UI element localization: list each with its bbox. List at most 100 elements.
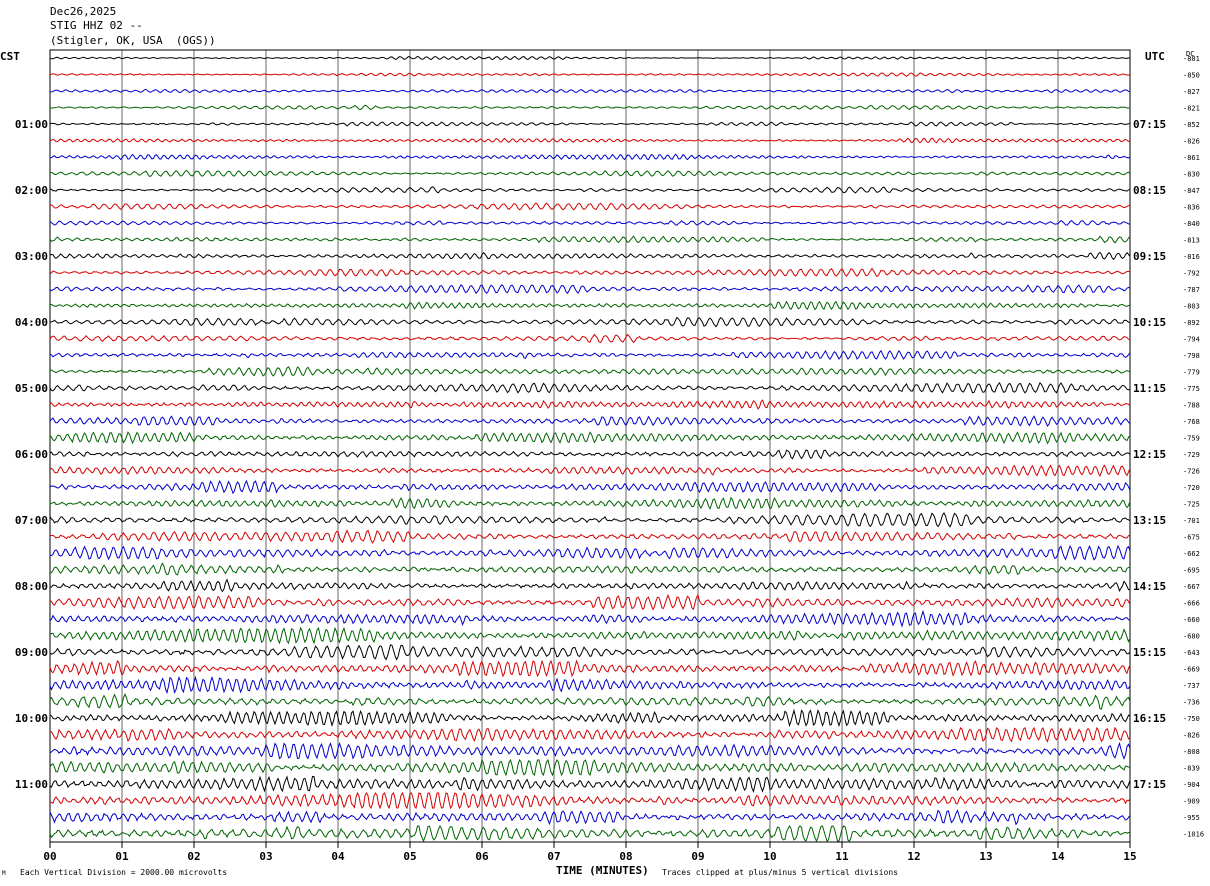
time-label-right: 10:15 <box>1133 316 1166 329</box>
time-label-left: 08:00 <box>15 580 48 593</box>
time-label-left: 01:00 <box>15 118 48 131</box>
vertical-division-note: Each Vertical Division = 2000.00 microvo… <box>20 868 228 877</box>
corner-mark: M <box>2 870 6 877</box>
dc-offset-label: -737 <box>1183 682 1200 690</box>
trace-row-7 <box>49 169 1131 178</box>
dc-offset-label: -850 <box>1183 72 1200 80</box>
dc-offset-label: -775 <box>1183 385 1200 393</box>
x-tick-label-06: 06 <box>475 850 489 863</box>
dc-offset-label: -803 <box>1183 303 1200 311</box>
x-tick-label-04: 04 <box>331 850 345 863</box>
trace-row-13 <box>49 267 1131 277</box>
dc-offset-label: -816 <box>1183 253 1200 261</box>
trace-row-36 <box>49 644 1131 661</box>
trace-row-23 <box>49 431 1131 445</box>
dc-offset-label: -729 <box>1183 451 1200 459</box>
dc-offset-label: -821 <box>1183 105 1200 113</box>
x-tick-label-08: 08 <box>619 850 632 863</box>
trace-row-31 <box>49 562 1131 576</box>
x-tick-label-01: 01 <box>115 850 129 863</box>
dc-offset-label: -826 <box>1183 138 1200 146</box>
trace-row-17 <box>49 333 1131 344</box>
dc-offset-label: -904 <box>1183 781 1200 789</box>
dc-offset-label: -852 <box>1183 121 1200 129</box>
trace-row-35 <box>49 626 1131 645</box>
time-label-right: 15:15 <box>1133 646 1166 659</box>
x-tick-label-09: 09 <box>691 850 704 863</box>
minute-gridlines <box>121 50 1059 842</box>
dc-offset-label: -720 <box>1183 484 1200 492</box>
dc-offset-label: -669 <box>1183 666 1200 674</box>
trace-row-12 <box>49 251 1131 261</box>
time-label-right: 08:15 <box>1133 184 1166 197</box>
dc-offset-label: -792 <box>1183 270 1200 278</box>
trace-row-19 <box>49 366 1131 377</box>
dc-offset-label: -788 <box>1183 402 1200 410</box>
x-tick-label-02: 02 <box>187 850 200 863</box>
trace-row-9 <box>49 202 1131 211</box>
trace-row-43 <box>49 758 1131 777</box>
dc-offset-label: -794 <box>1183 336 1200 344</box>
dc-offset-label: -813 <box>1183 237 1200 245</box>
time-label-left: 02:00 <box>15 184 48 197</box>
dc-offset-label: -840 <box>1183 220 1200 228</box>
trace-row-6 <box>49 153 1131 161</box>
dc-offset-label: -955 <box>1183 814 1200 822</box>
time-label-right: 17:15 <box>1133 778 1166 791</box>
trace-row-0 <box>49 55 1131 61</box>
trace-row-29 <box>49 529 1131 544</box>
dc-offset-label: -798 <box>1183 352 1200 360</box>
dc-offset-label: -787 <box>1183 286 1200 294</box>
trace-row-8 <box>49 186 1131 194</box>
dc-offset-label: -662 <box>1183 550 1200 558</box>
dc-offset-label: -827 <box>1183 88 1200 96</box>
dc-offset-label: -826 <box>1183 732 1200 740</box>
dc-offset-label: -680 <box>1183 633 1200 641</box>
trace-row-1 <box>49 72 1131 77</box>
header-date: Dec26,2025 <box>50 5 117 18</box>
dc-offset-label: -759 <box>1183 435 1200 443</box>
trace-row-32 <box>49 578 1131 593</box>
x-tick-label-05: 05 <box>403 850 416 863</box>
trace-row-41 <box>49 726 1131 743</box>
time-label-left: 06:00 <box>15 448 48 461</box>
clipping-note: Traces clipped at plus/minus 5 vertical … <box>662 868 899 877</box>
dc-offset-header: DC <box>1186 50 1195 58</box>
trace-row-4 <box>49 121 1131 127</box>
trace-row-22 <box>49 415 1131 428</box>
trace-row-3 <box>49 104 1131 111</box>
time-label-left: 11:00 <box>15 778 48 791</box>
trace-row-15 <box>49 300 1131 311</box>
x-tick-label-07: 07 <box>547 850 560 863</box>
trace-row-27 <box>49 496 1131 510</box>
x-tick-label-14: 14 <box>1051 850 1065 863</box>
dc-offset-label: -660 <box>1183 616 1200 624</box>
dc-offset-label: -836 <box>1183 204 1200 212</box>
x-tick-label-12: 12 <box>907 850 920 863</box>
x-tick-label-11: 11 <box>835 850 849 863</box>
header-station: STIG HHZ 02 -- <box>50 19 143 32</box>
x-tick-label-15: 15 <box>1123 850 1136 863</box>
x-tick-label-13: 13 <box>979 850 992 863</box>
time-label-right: 14:15 <box>1133 580 1166 593</box>
dc-offset-label: -847 <box>1183 187 1200 195</box>
trace-row-25 <box>49 464 1131 478</box>
time-label-right: 16:15 <box>1133 712 1166 725</box>
seismic-traces <box>49 55 1131 843</box>
trace-row-33 <box>49 593 1131 611</box>
time-labels: 01:00 02:00 03:00 04:00 05:00 06:00 07:00 08:00… <box>15 55 1204 839</box>
dc-offset-label: -666 <box>1183 600 1200 608</box>
trace-row-34 <box>49 609 1131 628</box>
trace-row-47 <box>49 824 1131 843</box>
dc-offset-label: -643 <box>1183 649 1200 657</box>
trace-row-37 <box>49 659 1131 678</box>
dc-offset-label: -830 <box>1183 171 1200 179</box>
trace-row-2 <box>49 88 1131 94</box>
dc-offset-label: -909 <box>1183 798 1200 806</box>
trace-row-38 <box>49 675 1131 695</box>
trace-row-20 <box>49 381 1131 394</box>
trace-row-28 <box>49 512 1131 528</box>
dc-offset-label: -1016 <box>1183 831 1204 839</box>
dc-offset-label: -801 <box>1183 55 1200 63</box>
